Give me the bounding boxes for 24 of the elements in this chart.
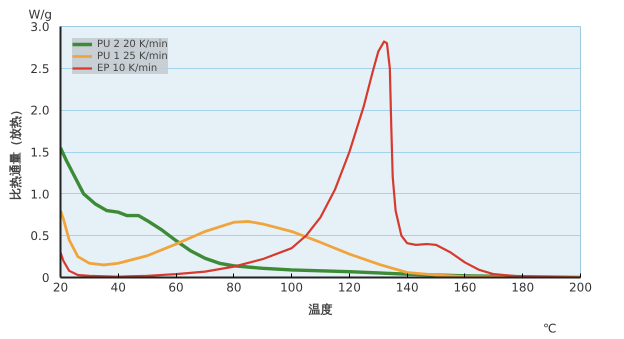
- x-tick-label: 160: [453, 280, 476, 294]
- x-tick-label: 80: [226, 280, 242, 294]
- text: ℃: [543, 322, 557, 336]
- x-tick-label: 140: [396, 280, 419, 294]
- x-tick-label: 20: [52, 280, 68, 294]
- x-tick-label: 40: [110, 280, 126, 294]
- y-tick-label: 2.0: [30, 104, 50, 118]
- x-axis-title: 温度: [308, 302, 332, 316]
- text: W/g: [28, 8, 52, 22]
- legend-label: EP 10 K/min: [97, 62, 158, 74]
- y-axis-title: 比热通量（放热）: [8, 104, 22, 200]
- y-tick-label: 1.5: [30, 146, 50, 160]
- y-tick-label: 2.5: [30, 62, 50, 76]
- x-tick-label: 100: [280, 280, 304, 294]
- y-tick-label: 3.0: [30, 20, 50, 34]
- x-tick-label: 60: [168, 280, 184, 294]
- legend-label: PU 1 25 K/min: [97, 50, 168, 62]
- y-tick-label: 0: [42, 271, 50, 285]
- y-tick-label: 1.0: [30, 187, 50, 202]
- x-tick-label: 200: [569, 280, 592, 294]
- x-tick-label: 180: [511, 280, 534, 294]
- legend-label: PU 2 20 K/min: [97, 38, 168, 50]
- y-tick-label: 0.5: [30, 229, 50, 244]
- x-tick-label: 120: [338, 280, 361, 294]
